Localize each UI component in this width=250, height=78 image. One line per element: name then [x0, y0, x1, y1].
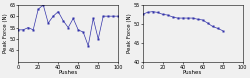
X-axis label: Pushes: Pushes [183, 70, 202, 75]
Y-axis label: Peak Force (N): Peak Force (N) [127, 13, 132, 53]
Y-axis label: Peak Force (N): Peak Force (N) [3, 13, 8, 53]
X-axis label: Pushes: Pushes [58, 70, 78, 75]
